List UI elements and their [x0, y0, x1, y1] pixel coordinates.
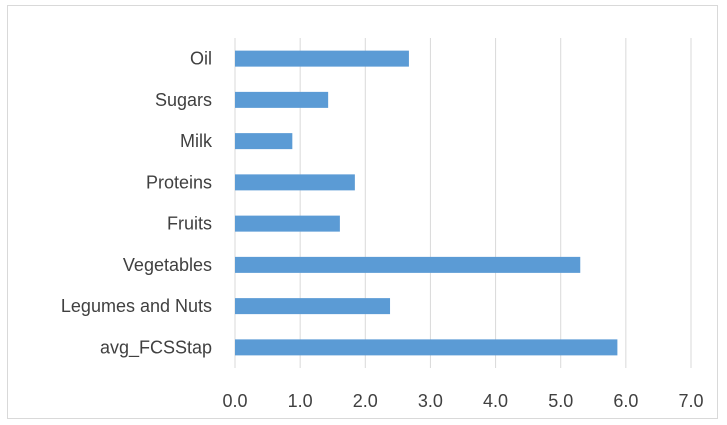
- x-tick-label: 6.0: [613, 391, 638, 411]
- x-tick-label: 7.0: [678, 391, 703, 411]
- x-tick-label: 1.0: [288, 391, 313, 411]
- x-tick-label: 5.0: [548, 391, 573, 411]
- x-tick-label: 4.0: [483, 391, 508, 411]
- category-label: Proteins: [146, 172, 212, 192]
- x-tick-label: 2.0: [353, 391, 378, 411]
- category-label: avg_FCSStap: [100, 337, 212, 358]
- x-tick-labels: 0.0 1.0 2.0 3.0 4.0 5.0 6.0 7.0: [222, 391, 703, 411]
- category-label: Oil: [190, 49, 212, 69]
- bar: [235, 256, 581, 273]
- x-tick-label: 3.0: [418, 391, 443, 411]
- category-labels: Oil Sugars Milk Proteins Fruits Vegetables Leg…: [61, 49, 213, 359]
- category-label: Fruits: [167, 214, 212, 234]
- bar: [235, 215, 340, 232]
- category-label: Vegetables: [123, 255, 212, 275]
- category-label: Legumes and Nuts: [61, 296, 212, 316]
- x-tick-label: 0.0: [222, 391, 247, 411]
- bar: [235, 50, 409, 67]
- bar: [235, 339, 618, 356]
- bar: [235, 91, 329, 108]
- bars: [235, 50, 618, 356]
- bar: [235, 174, 355, 191]
- bar: [235, 298, 391, 315]
- bar: [235, 133, 293, 150]
- gridlines: [234, 38, 692, 368]
- category-label: Milk: [180, 131, 213, 151]
- category-label: Sugars: [155, 90, 212, 110]
